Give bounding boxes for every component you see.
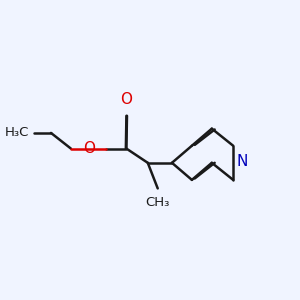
Text: O: O [83, 141, 95, 156]
Text: H₃C: H₃C [5, 126, 30, 140]
Text: CH₃: CH₃ [146, 196, 170, 208]
Text: N: N [236, 154, 248, 169]
Text: O: O [120, 92, 132, 107]
